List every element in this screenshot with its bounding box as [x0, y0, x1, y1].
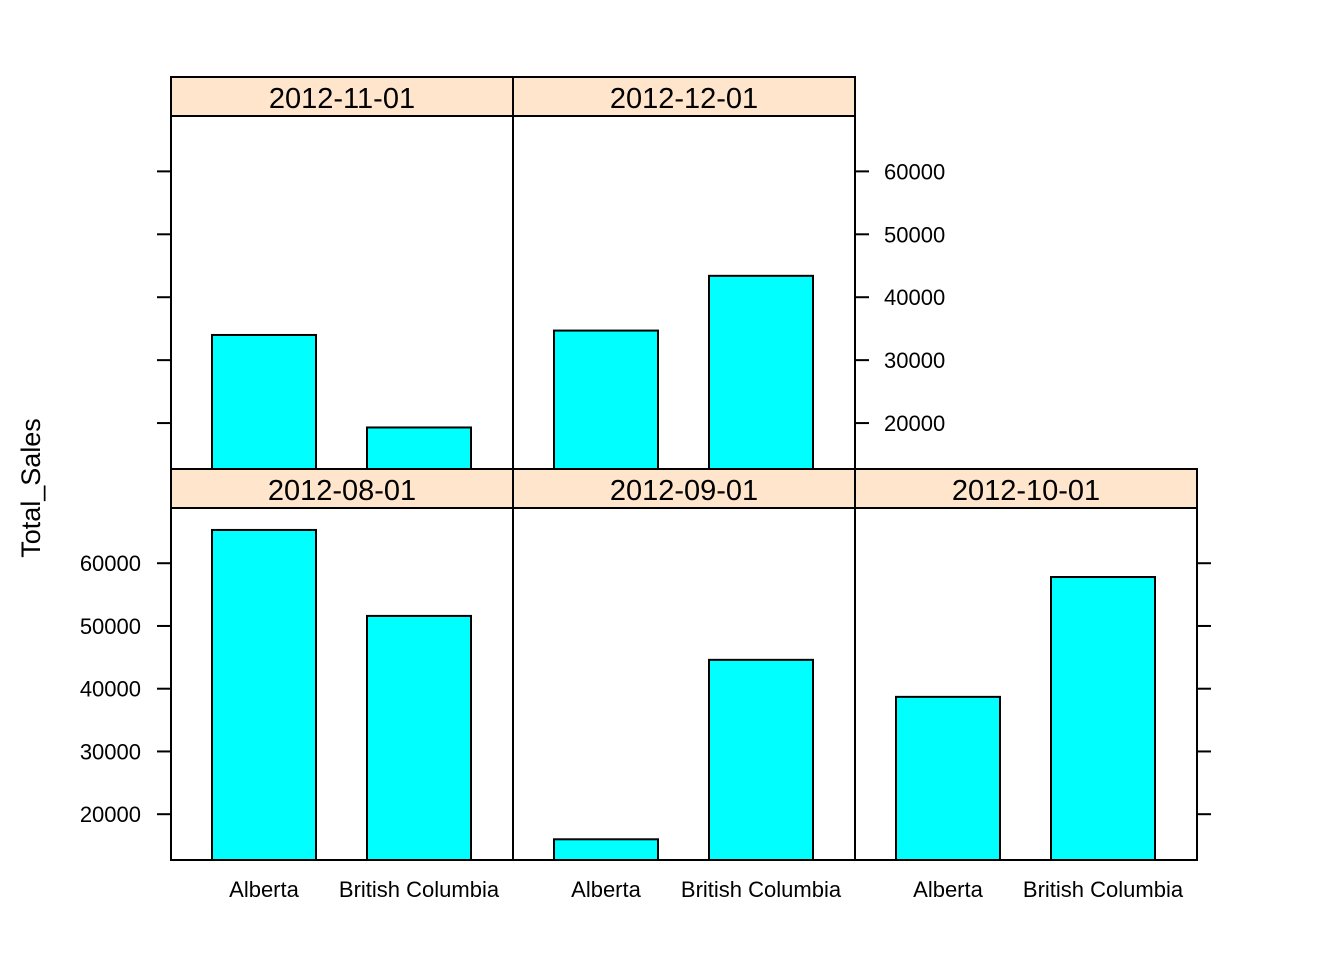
- bar-british-columbia: [366, 426, 472, 470]
- bar-alberta: [553, 838, 659, 862]
- y-axis-label: Total_Sales: [16, 418, 46, 558]
- bar-british-columbia: [1050, 576, 1156, 861]
- panel-2012-08-01: 2012-08-01: [170, 468, 514, 861]
- panels: 2012-08-01 2012-09-01 2012-10-01 2012-11-01…: [80, 76, 1211, 902]
- bar-alberta: [895, 695, 1001, 861]
- strip-label: 2012-12-01: [610, 83, 758, 115]
- bar-alberta: [211, 528, 317, 861]
- strip-label: 2012-10-01: [952, 475, 1100, 507]
- y-tick-label: 20000: [80, 802, 141, 827]
- bar-alberta: [211, 333, 317, 470]
- x-tick-label: Alberta: [229, 877, 299, 902]
- bar-british-columbia: [708, 658, 814, 861]
- strip-label: 2012-08-01: [268, 475, 416, 507]
- y-tick-label: 20000: [884, 411, 945, 436]
- x-tick-label: British Columbia: [1023, 877, 1184, 902]
- bar-alberta: [553, 329, 659, 470]
- y-tick-label: 30000: [80, 739, 141, 764]
- panel-frame: [512, 115, 856, 470]
- panel-2012-12-01: 2012-12-01: [512, 76, 856, 470]
- y-tick-label: 40000: [80, 677, 141, 702]
- bar-british-columbia: [708, 274, 814, 470]
- strip-background: [170, 76, 514, 117]
- y-tick-label: 60000: [80, 551, 141, 576]
- bar-british-columbia: [366, 614, 472, 861]
- y-tick-label: 60000: [884, 159, 945, 184]
- y-tick-label: 30000: [884, 348, 945, 373]
- strip-label: 2012-09-01: [610, 475, 758, 507]
- x-tick-label: British Columbia: [339, 877, 500, 902]
- strip-background: [170, 468, 514, 509]
- x-tick-label: British Columbia: [681, 877, 842, 902]
- x-tick-label: Alberta: [571, 877, 641, 902]
- panel-2012-09-01: 2012-09-01: [512, 468, 856, 862]
- y-tick-label: 50000: [884, 222, 945, 247]
- panel-2012-10-01: 2012-10-01: [854, 468, 1198, 861]
- panel-2012-11-01: 2012-11-01: [170, 76, 514, 470]
- strip-label: 2012-11-01: [269, 83, 415, 115]
- strip-background: [512, 76, 856, 117]
- y-tick-label: 50000: [80, 614, 141, 639]
- strip-background: [854, 468, 1198, 509]
- panel-frame: [854, 507, 1198, 861]
- y-tick-label: 40000: [884, 285, 945, 310]
- x-tick-label: Alberta: [913, 877, 983, 902]
